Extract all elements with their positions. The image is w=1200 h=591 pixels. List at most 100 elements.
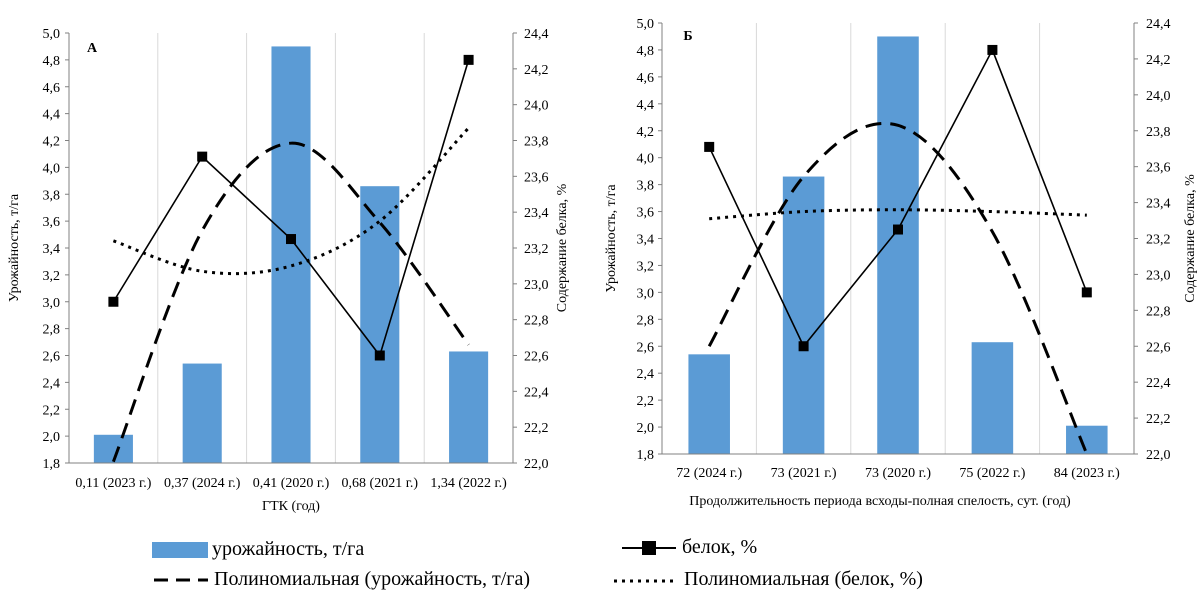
y-tick-label: 3,4 bbox=[637, 233, 655, 248]
legend-dot-swatch bbox=[614, 579, 678, 582]
y2-tick-label: 23,8 bbox=[1146, 125, 1171, 140]
x-tick-label: 72 (2024 г.) bbox=[676, 466, 742, 481]
x-tick-label: 75 (2022 г.) bbox=[959, 466, 1025, 481]
x-tick-label: 0,68 (2021 г.) bbox=[342, 476, 419, 491]
y2-tick-label: 22,6 bbox=[1146, 340, 1171, 355]
chart-panel-a: 1,8 2,0 2,2 2,4 2,6 2,8 3,0 3,2 3,4 3,6 3,8 4,0 4,2 4… bbox=[7, 27, 570, 514]
y2-tick-label: 24,0 bbox=[524, 99, 549, 114]
y2-tick-label: 24,4 bbox=[1146, 17, 1171, 32]
y-tick-label: 2,2 bbox=[43, 403, 61, 418]
y2-tick-label: 22,2 bbox=[1146, 412, 1171, 427]
charts-canvas: 1,8 2,0 2,2 2,4 2,6 2,8 3,0 3,2 3,4 3,6 3,8 4,0 4,2 4… bbox=[7, 17, 1198, 514]
legend-item-protein-trend: Полиномиальная (белок, %) bbox=[612, 568, 923, 591]
y-tick-label: 3,6 bbox=[637, 206, 655, 221]
y-tick-label: 2,0 bbox=[637, 421, 655, 436]
protein-marker bbox=[1081, 287, 1092, 298]
yield-trendline bbox=[111, 141, 470, 463]
y2-tick-label: 23,6 bbox=[524, 170, 549, 185]
y-tick-label: 3,8 bbox=[43, 188, 61, 203]
y2-axis-title: Содержание белка, % bbox=[1183, 174, 1198, 303]
y2-tick-label: 23,2 bbox=[524, 242, 549, 257]
y-tick-label: 2,6 bbox=[43, 350, 61, 365]
y-tick-label: 2,4 bbox=[637, 367, 655, 382]
legend-item-yield-trend: Полиномиальная (урожайность, т/га) bbox=[152, 568, 530, 591]
y-tick-label: 4,0 bbox=[43, 161, 61, 176]
protein-marker bbox=[197, 151, 208, 162]
legend-line-swatch bbox=[622, 540, 676, 555]
x-tick-label: 73 (2020 г.) bbox=[865, 466, 931, 481]
yield-trendline bbox=[707, 121, 1089, 455]
y2-tick-label: 22,6 bbox=[524, 350, 549, 365]
protein-marker bbox=[798, 341, 809, 352]
y2-tick-label: 22,0 bbox=[524, 457, 549, 472]
y-tick-label: 3,0 bbox=[43, 296, 61, 311]
y-tick-label: 5,0 bbox=[637, 17, 655, 32]
y-tick-label: 2,6 bbox=[637, 340, 655, 355]
y-tick-label: 3,6 bbox=[43, 215, 61, 230]
y2-axis-title: Содержание белка, % bbox=[555, 183, 570, 312]
protein-marker bbox=[374, 350, 385, 361]
y2-tick-label: 24,2 bbox=[524, 63, 549, 78]
legend-protein-label: белок, % bbox=[682, 536, 758, 558]
y2-tick-label: 23,0 bbox=[1146, 268, 1171, 283]
y-tick-label: 4,4 bbox=[43, 108, 61, 123]
legend-item-protein: белок, % bbox=[620, 536, 757, 559]
protein-marker bbox=[286, 234, 296, 245]
y2-tick-label: 22,8 bbox=[524, 314, 549, 329]
y-axis-title: Урожайность, т/га bbox=[604, 184, 619, 293]
x-tick-label: 0,37 (2024 г.) bbox=[164, 476, 241, 491]
y-tick-label: 3,0 bbox=[637, 286, 655, 301]
panel-label: А bbox=[87, 41, 98, 56]
protein-marker bbox=[987, 44, 998, 55]
y-tick-label: 3,2 bbox=[637, 259, 655, 274]
y2-tick-label: 23,6 bbox=[1146, 161, 1171, 176]
legend-yield-label: урожайность, т/га bbox=[212, 538, 365, 560]
y-tick-label: 2,2 bbox=[637, 394, 655, 409]
bar bbox=[271, 46, 311, 463]
y2-tick-label: 23,0 bbox=[524, 278, 549, 293]
y2-tick-label: 23,8 bbox=[524, 135, 549, 150]
x-tick-label: 0,11 (2023 г.) bbox=[75, 476, 151, 491]
y-tick-label: 3,8 bbox=[637, 179, 655, 194]
legend: урожайность, т/га белок, % Полиномиальна… bbox=[0, 528, 1200, 591]
y2-tick-label: 24,4 bbox=[524, 27, 549, 42]
y2-tick-label: 22,8 bbox=[1146, 304, 1171, 319]
y2-tick-label: 23,4 bbox=[524, 206, 549, 221]
y-tick-label: 5,0 bbox=[43, 27, 61, 42]
y-tick-label: 3,2 bbox=[43, 269, 61, 284]
protein-marker bbox=[108, 296, 119, 307]
y2-tick-label: 23,4 bbox=[1146, 197, 1171, 212]
y2-tick-label: 22,4 bbox=[1146, 376, 1171, 391]
y-tick-label: 4,8 bbox=[637, 44, 655, 59]
bar bbox=[1066, 425, 1108, 454]
legend-protein-trend-label: Полиномиальная (белок, %) bbox=[684, 568, 923, 590]
legend-yield-trend-label: Полиномиальная (урожайность, т/га) bbox=[214, 568, 531, 590]
y-tick-label: 2,8 bbox=[637, 313, 655, 328]
legend-bar-swatch bbox=[152, 541, 208, 558]
y-tick-label: 1,8 bbox=[43, 457, 61, 472]
bar bbox=[182, 363, 222, 463]
y-tick-label: 2,4 bbox=[43, 376, 61, 391]
y-tick-label: 2,0 bbox=[43, 430, 61, 445]
y2-tick-label: 24,0 bbox=[1146, 89, 1171, 104]
y2-tick-label: 22,0 bbox=[1146, 448, 1171, 463]
x-tick-label: 84 (2023 г.) bbox=[1054, 466, 1120, 481]
bar bbox=[971, 342, 1014, 454]
x-axis-title: ГТК (год) bbox=[262, 499, 320, 514]
protein-marker bbox=[893, 224, 903, 235]
y-tick-label: 4,2 bbox=[43, 135, 61, 150]
legend-item-yield: урожайность, т/га bbox=[152, 538, 364, 561]
y2-tick-label: 22,2 bbox=[524, 421, 549, 436]
y-tick-label: 4,6 bbox=[43, 81, 61, 96]
bar bbox=[877, 36, 919, 454]
y-tick-label: 1,8 bbox=[637, 448, 655, 463]
protein-trendline bbox=[709, 208, 1087, 221]
y-axis-title: Урожайность, т/га bbox=[7, 193, 22, 302]
y2-tick-label: 23,2 bbox=[1146, 233, 1171, 248]
y-tick-label: 4,4 bbox=[637, 98, 655, 113]
chart-panel-b: 1,8 2,0 2,2 2,4 2,6 2,8 3,0 3,2 3,4 3,6 3,8 4,0 4,2 4… bbox=[604, 17, 1198, 509]
y-tick-label: 2,8 bbox=[43, 323, 61, 338]
x-tick-label: 0,41 (2020 г.) bbox=[253, 476, 330, 491]
panel-label: Б bbox=[683, 29, 692, 44]
bar bbox=[449, 351, 489, 463]
